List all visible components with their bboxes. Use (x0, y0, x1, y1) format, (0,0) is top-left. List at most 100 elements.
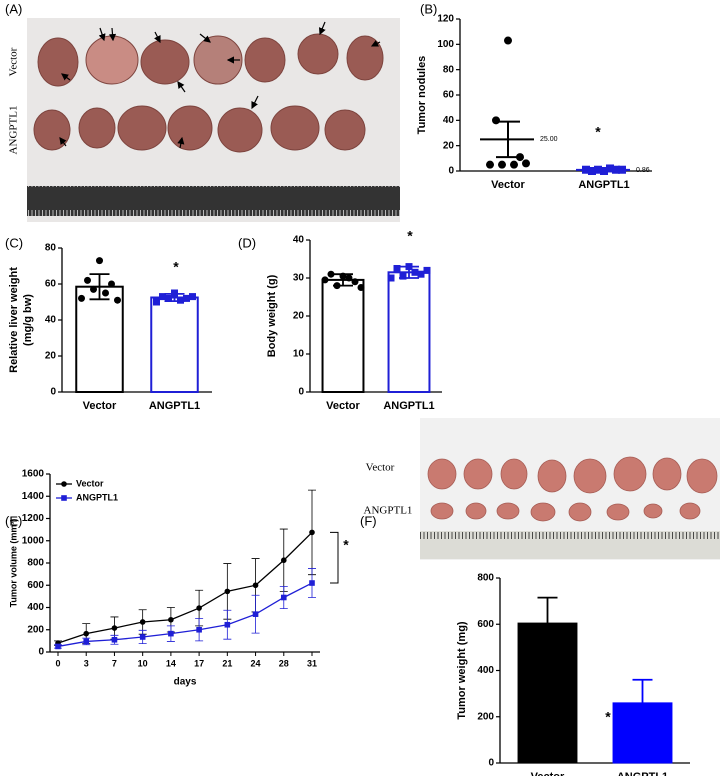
data-point (492, 116, 500, 125)
panel-label: (C) (5, 235, 23, 250)
mean-label: 0.86 (636, 167, 650, 174)
data-point (189, 293, 196, 301)
data-point (114, 296, 121, 304)
y-tick-label: 200 (27, 624, 44, 635)
y-axis-title: Body weight (g) (266, 274, 278, 357)
x-tick-label: 14 (166, 658, 176, 668)
data-point (321, 276, 329, 284)
x-tick-label: 0 (55, 658, 60, 668)
data-point (55, 643, 61, 650)
y-tick-label: 400 (27, 602, 44, 613)
series-line (57, 531, 313, 644)
data-point (309, 580, 315, 586)
error-bar (592, 168, 616, 172)
legend-marker (61, 495, 67, 501)
panel-label: (A) (5, 1, 22, 16)
data-point (423, 266, 431, 274)
y-tick-label: 1200 (22, 513, 45, 524)
x-tick-label: 3 (84, 658, 89, 668)
data-point (102, 289, 109, 297)
error-bar (632, 678, 653, 703)
bar (321, 278, 365, 393)
legend-marker (61, 481, 67, 487)
y-tick-label: 800 (477, 573, 494, 584)
y-tick-label: 30 (293, 273, 305, 284)
x-tick-label: 7 (112, 658, 117, 668)
y-tick-label: 80 (45, 243, 57, 254)
data-point (280, 557, 287, 564)
mean-label: 25.00 (540, 136, 558, 143)
data-point (139, 619, 146, 625)
x-tick-label: ANGPTL1 (149, 400, 200, 412)
y-tick-label: 20 (293, 311, 305, 322)
data-point (171, 289, 178, 297)
photo-a: Vector ANGPTL1 (8, 18, 400, 222)
y-tick-label: 40 (443, 115, 455, 126)
x-tick-label: 31 (307, 658, 317, 668)
data-point (504, 36, 512, 45)
data-point (393, 265, 401, 272)
y-tick-label: 10 (293, 349, 305, 360)
data-point (111, 625, 118, 631)
data-point (108, 280, 115, 288)
legend-label: Vector (76, 478, 104, 488)
data-point (83, 630, 90, 637)
data-point (111, 636, 118, 643)
panel-label: (B) (420, 1, 437, 16)
panel-label: (F) (360, 513, 377, 528)
y-tick-label: 800 (27, 558, 44, 569)
y-tick-label: 600 (477, 619, 494, 630)
x-tick-label: ANGPTL1 (617, 771, 668, 776)
significance-bracket (330, 531, 339, 584)
x-tick-label: 28 (279, 658, 289, 668)
y-tick-label: 120 (437, 14, 454, 25)
row-label: Vector (366, 462, 395, 474)
y-tick-label: 200 (477, 711, 494, 722)
x-tick-label: Vector (326, 400, 360, 412)
data-point (177, 296, 184, 304)
y-tick-label: 0 (488, 758, 494, 769)
x-tick-label: Vector (531, 771, 565, 776)
y-tick-label: 60 (443, 90, 455, 101)
data-point (90, 285, 97, 293)
data-point (351, 278, 359, 286)
data-point (139, 634, 146, 640)
data-point (183, 294, 190, 302)
data-point (84, 276, 91, 284)
data-point (405, 263, 413, 271)
significance-mark: * (173, 259, 179, 275)
y-tick-label: 20 (443, 140, 455, 151)
x-tick-label: Vector (491, 179, 525, 191)
x-tick-label: 21 (222, 658, 232, 668)
data-point (165, 294, 172, 302)
data-point (498, 160, 506, 169)
data-point (417, 270, 425, 278)
data-point (309, 529, 315, 536)
bar (150, 296, 199, 393)
y-tick-label: 1600 (22, 469, 45, 480)
y-axis-title: Tumor nodules (416, 56, 428, 135)
bar (612, 702, 673, 764)
data-point (486, 160, 494, 169)
data-point (196, 605, 202, 611)
data-point (168, 630, 174, 637)
legend-label: ANGPTL1 (76, 492, 118, 502)
x-tick-label: 10 (138, 658, 148, 668)
y-tick-label: 60 (45, 279, 57, 290)
y-tick-label: 20 (45, 351, 57, 362)
error-bar (496, 120, 520, 159)
row-label: Vector (8, 47, 20, 76)
y-tick-label: 1000 (22, 535, 45, 546)
significance-mark: * (407, 228, 413, 244)
x-tick-label: ANGPTL1 (578, 179, 629, 191)
significance-mark: * (595, 124, 601, 140)
data-point (168, 616, 174, 623)
data-point (159, 293, 166, 301)
data-point (387, 274, 395, 282)
data-point (224, 621, 231, 628)
error-bar (89, 273, 110, 301)
data-point (280, 594, 287, 601)
data-point (252, 611, 259, 617)
data-point (78, 294, 85, 302)
